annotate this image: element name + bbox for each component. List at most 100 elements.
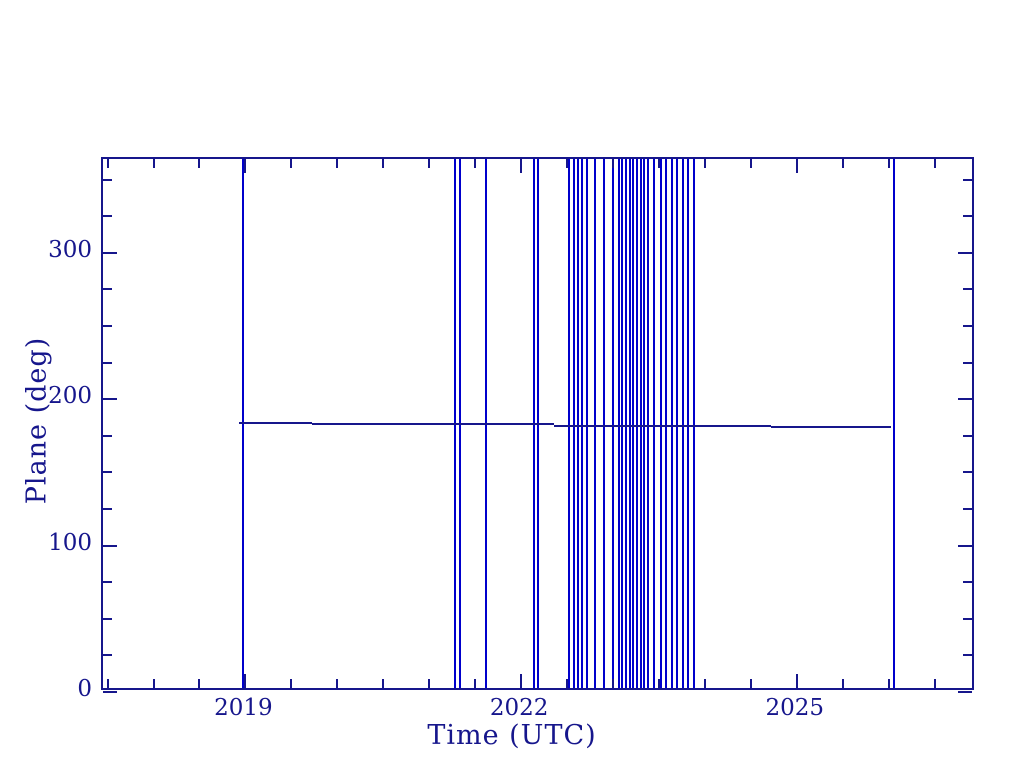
x-tick-minor-top <box>198 159 201 168</box>
x-tick-minor-top <box>428 159 431 168</box>
y-tick-minor-left <box>103 471 112 474</box>
y-tick-major-right <box>958 398 972 401</box>
y-tick-minor-left <box>103 324 112 327</box>
x-tick-minor-bottom <box>106 679 109 688</box>
x-tick-minor-bottom <box>382 679 385 688</box>
y-tick-major-left <box>103 251 117 254</box>
y-tick-minor-right <box>963 178 972 181</box>
data-line-vertical <box>635 159 638 688</box>
data-line-vertical <box>665 159 668 688</box>
y-tick-minor-left <box>103 361 112 364</box>
y-axis-title: Plane (deg) <box>21 336 53 505</box>
x-tick-minor-top <box>290 159 293 168</box>
data-line-vertical <box>621 159 624 688</box>
x-tick-minor-top <box>566 159 569 168</box>
y-tick-minor-left <box>103 654 112 657</box>
y-axis-tick-labels: 0 100 200 300 <box>20 157 92 700</box>
y-tick-minor-right <box>963 215 972 218</box>
y-tick-minor-right <box>963 581 972 584</box>
plot-data-area <box>103 159 972 688</box>
data-line-vertical <box>572 159 575 688</box>
data-line-baseline <box>311 423 555 426</box>
x-tick-minor-top <box>382 159 385 168</box>
y-tick-label: 300 <box>48 236 92 263</box>
data-line-vertical <box>687 159 690 688</box>
y-tick-minor-left <box>103 434 112 437</box>
y-tick-minor-right <box>963 288 972 291</box>
y-tick-minor-right <box>963 617 972 620</box>
y-tick-major-right <box>958 544 972 547</box>
data-line-vertical <box>893 159 896 688</box>
y-tick-label: 0 <box>77 676 92 702</box>
y-tick-minor-right <box>963 507 972 510</box>
x-tick-minor-bottom <box>474 679 477 688</box>
y-tick-major-right <box>958 251 972 254</box>
x-tick-minor-bottom <box>152 679 155 688</box>
y-tick-minor-left <box>103 288 112 291</box>
x-tick-minor-bottom <box>749 679 752 688</box>
x-tick-minor-top <box>657 159 660 168</box>
data-line-vertical <box>580 159 583 688</box>
x-tick-major-top <box>520 159 523 173</box>
data-line-vertical <box>612 159 615 688</box>
x-tick-minor-top <box>703 159 706 168</box>
x-tick-minor-bottom <box>566 679 569 688</box>
x-tick-minor-bottom <box>428 679 431 688</box>
y-tick-minor-right <box>963 361 972 364</box>
y-tick-minor-right <box>963 654 972 657</box>
x-tick-minor-bottom <box>657 679 660 688</box>
x-tick-label: 2025 <box>765 695 825 721</box>
data-line-vertical <box>602 159 605 688</box>
data-line-vertical <box>646 159 649 688</box>
x-tick-minor-bottom <box>612 679 615 688</box>
x-tick-minor-bottom <box>336 679 339 688</box>
x-tick-minor-bottom <box>933 679 936 688</box>
y-tick-minor-left <box>103 215 112 218</box>
data-line-vertical <box>577 159 580 688</box>
x-axis-title: Time (UTC) <box>427 720 597 751</box>
x-tick-minor-top <box>612 159 615 168</box>
y-tick-label: 200 <box>48 383 92 410</box>
y-tick-minor-left <box>103 178 112 181</box>
y-tick-minor-left <box>103 507 112 510</box>
y-tick-label: 100 <box>48 529 92 556</box>
x-tick-major-top <box>795 159 798 173</box>
y-tick-major-left <box>103 691 117 693</box>
x-tick-minor-bottom <box>703 679 706 688</box>
data-line-vertical <box>692 159 695 688</box>
x-tick-major-bottom <box>520 674 523 688</box>
x-tick-minor-top <box>749 159 752 168</box>
data-line-vertical <box>593 159 596 688</box>
data-line-baseline <box>554 424 772 427</box>
y-tick-major-left <box>103 398 117 401</box>
x-tick-minor-top <box>887 159 890 168</box>
x-axis-tick-labels: 2019 2022 2025 <box>101 697 974 727</box>
x-tick-minor-top <box>474 159 477 168</box>
x-tick-label: 2019 <box>214 695 273 721</box>
y-tick-minor-left <box>103 581 112 584</box>
data-line-vertical <box>632 159 635 688</box>
y-tick-minor-left <box>103 617 112 620</box>
data-line-vertical <box>681 159 684 688</box>
x-tick-minor-top <box>106 159 109 168</box>
data-line-vertical <box>676 159 679 688</box>
x-tick-minor-top <box>336 159 339 168</box>
data-line-vertical <box>628 159 631 688</box>
data-line-baseline <box>239 421 312 424</box>
x-tick-major-bottom <box>795 674 798 688</box>
plot-frame <box>101 157 974 693</box>
x-tick-major-top <box>244 159 247 173</box>
y-tick-minor-right <box>963 324 972 327</box>
y-tick-major-right <box>958 691 972 693</box>
y-tick-major-left <box>103 544 117 547</box>
data-line-baseline <box>771 425 892 428</box>
x-tick-minor-bottom <box>198 679 201 688</box>
x-tick-minor-bottom <box>887 679 890 688</box>
data-line-vertical <box>624 159 627 688</box>
x-tick-minor-top <box>933 159 936 168</box>
data-line-vertical <box>670 159 673 688</box>
data-line-vertical <box>617 159 620 688</box>
data-line-vertical <box>659 159 662 688</box>
y-tick-minor-right <box>963 471 972 474</box>
